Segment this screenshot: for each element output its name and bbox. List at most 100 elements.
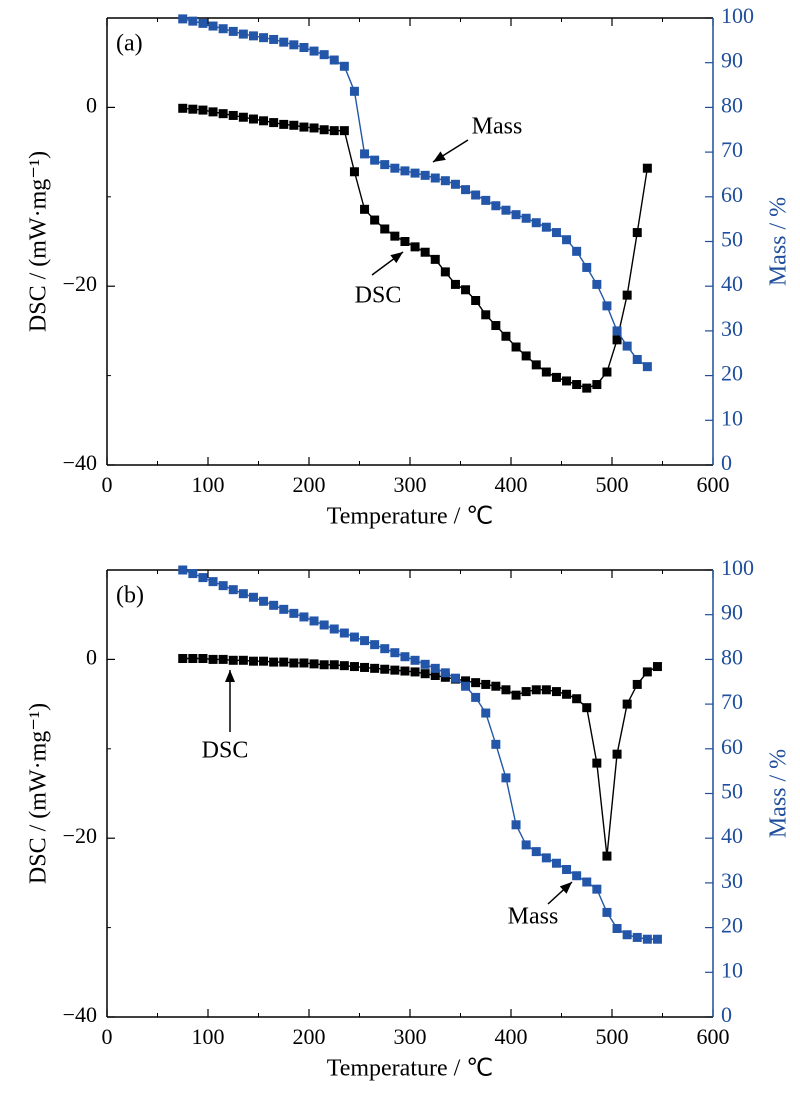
data-point <box>248 114 258 124</box>
data-point <box>380 664 390 674</box>
data-point <box>531 218 541 228</box>
data-point <box>279 604 289 614</box>
data-point <box>279 657 289 667</box>
data-point <box>228 26 238 36</box>
data-point <box>481 679 491 689</box>
data-point <box>612 326 622 336</box>
data-point <box>390 665 400 675</box>
data-point <box>521 840 531 850</box>
data-point <box>188 569 198 579</box>
data-point <box>279 37 289 47</box>
data-point <box>269 657 279 667</box>
data-point <box>309 616 319 626</box>
data-point <box>259 596 269 606</box>
x-tick-label: 600 <box>697 1024 730 1049</box>
x-axis-label: Temperature / ℃ <box>327 1056 494 1082</box>
data-point <box>471 190 481 200</box>
data-point <box>248 31 258 41</box>
data-point <box>299 658 309 668</box>
data-point <box>642 934 652 944</box>
data-point <box>360 204 370 214</box>
data-point <box>551 372 561 382</box>
data-point <box>319 660 329 670</box>
data-point <box>491 321 501 331</box>
data-point <box>370 215 380 225</box>
x-tick-label: 500 <box>596 472 629 497</box>
data-point <box>592 380 602 390</box>
annotation: DSC <box>355 283 402 309</box>
data-point <box>471 678 481 688</box>
y2-tick-label: 70 <box>721 137 743 162</box>
data-point <box>551 228 561 238</box>
data-point <box>400 652 410 662</box>
y2-tick-label: 0 <box>721 450 732 475</box>
data-point <box>360 149 370 159</box>
x-tick-label: 200 <box>293 1024 326 1049</box>
data-point <box>339 61 349 71</box>
data-point <box>259 656 269 666</box>
data-point <box>541 367 551 377</box>
x-tick-label: 500 <box>596 1024 629 1049</box>
data-point <box>198 18 208 28</box>
data-point <box>339 628 349 638</box>
data-point <box>370 155 380 165</box>
data-point <box>400 166 410 176</box>
data-point <box>289 658 299 668</box>
data-point <box>349 167 359 177</box>
data-point <box>289 40 299 50</box>
x-tick-label: 0 <box>102 472 113 497</box>
x-tick-label: 300 <box>394 1024 427 1049</box>
data-point <box>592 758 602 768</box>
data-point <box>410 168 420 178</box>
data-point <box>360 636 370 646</box>
data-point <box>541 853 551 863</box>
data-point <box>642 362 652 372</box>
x-tick-label: 400 <box>495 472 528 497</box>
data-point <box>511 690 521 700</box>
data-point <box>461 676 471 686</box>
y2-tick-label: 10 <box>721 405 743 430</box>
annotation-arrowhead <box>225 670 235 682</box>
x-tick-label: 200 <box>293 472 326 497</box>
data-point <box>430 663 440 673</box>
data-point <box>329 55 339 65</box>
data-point <box>612 923 622 933</box>
data-point <box>218 654 228 664</box>
data-point <box>329 624 339 634</box>
x-tick-label: 600 <box>697 472 730 497</box>
data-point <box>208 107 218 117</box>
data-point <box>582 703 592 713</box>
data-point <box>299 122 309 132</box>
data-point <box>501 773 511 783</box>
data-point <box>178 654 188 664</box>
y-axis-label: DSC / (mW·mg⁻¹) <box>26 151 52 332</box>
data-point <box>592 884 602 894</box>
data-point <box>238 589 248 599</box>
data-point <box>390 163 400 173</box>
y2-tick-label: 30 <box>721 868 743 893</box>
data-point <box>642 163 652 173</box>
data-point <box>178 103 188 113</box>
data-point <box>521 213 531 223</box>
data-point <box>562 864 572 874</box>
data-point <box>461 285 471 295</box>
data-point <box>299 43 309 53</box>
annotation-arrowhead <box>433 151 446 162</box>
data-point <box>269 600 279 610</box>
data-point <box>329 660 339 670</box>
data-point <box>420 247 430 257</box>
data-point <box>501 331 511 341</box>
data-point <box>582 877 592 887</box>
data-point <box>562 689 572 699</box>
data-point <box>198 654 208 664</box>
annotation: DSC <box>202 738 249 764</box>
data-point <box>562 235 572 245</box>
data-point <box>238 29 248 39</box>
data-point <box>380 224 390 234</box>
data-point <box>218 581 228 591</box>
data-point <box>198 573 208 583</box>
data-point <box>228 585 238 595</box>
data-point <box>461 681 471 691</box>
data-point <box>491 201 501 211</box>
data-point <box>440 267 450 277</box>
